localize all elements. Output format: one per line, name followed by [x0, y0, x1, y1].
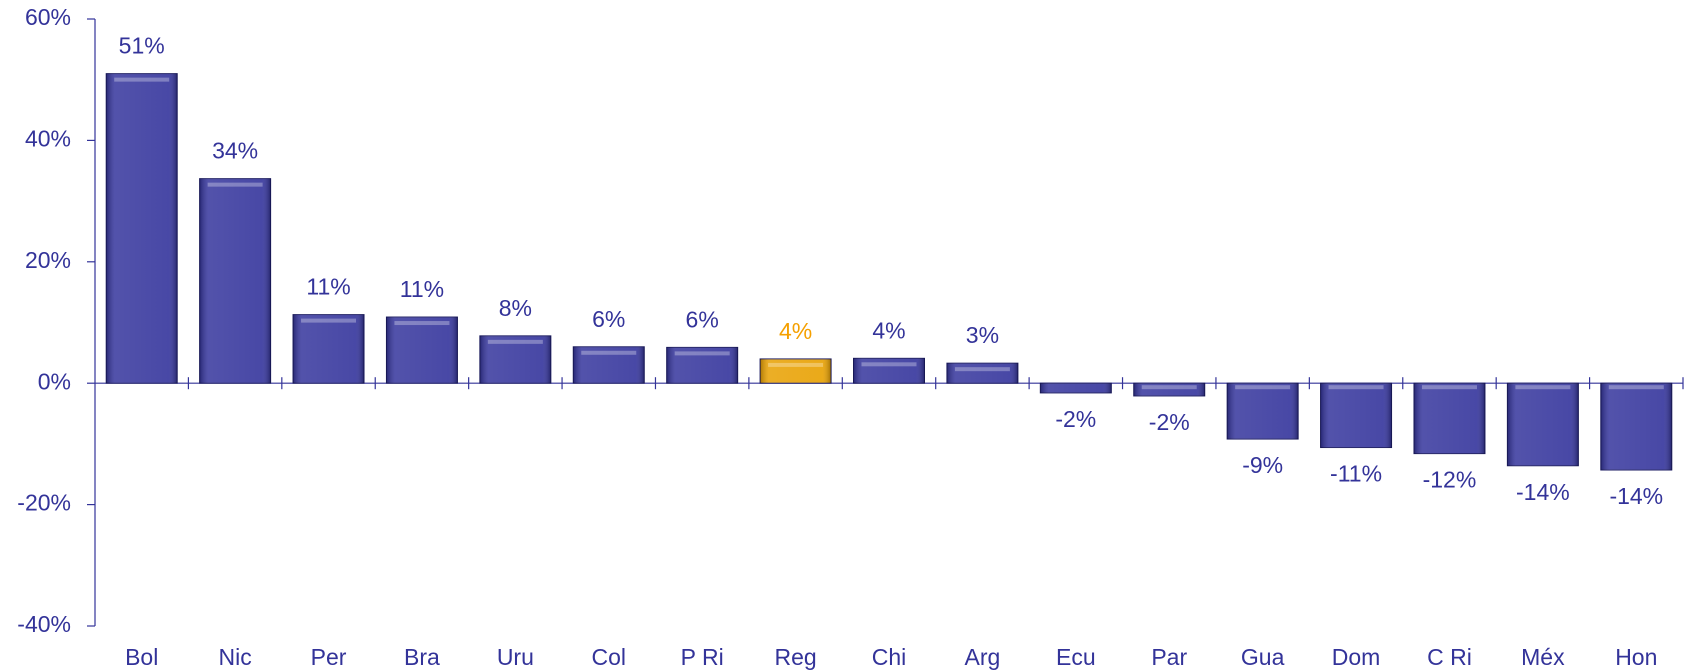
- bar-bevel: [1328, 385, 1384, 390]
- x-tick-label: Arg: [965, 644, 1001, 670]
- data-label: -9%: [1242, 452, 1283, 478]
- x-tick-label: Ecu: [1056, 644, 1096, 670]
- bar-bevel: [768, 362, 824, 367]
- bar-bevel: [487, 339, 543, 344]
- data-label: 34%: [212, 138, 258, 164]
- bar-bevel: [1608, 385, 1664, 390]
- bar: [759, 358, 832, 384]
- data-label: 11%: [306, 274, 350, 300]
- data-label: -14%: [1609, 483, 1663, 509]
- data-label: 4%: [779, 318, 812, 344]
- y-tick-label: 40%: [25, 125, 71, 151]
- y-tick-label: 60%: [25, 4, 71, 30]
- bar: [105, 73, 178, 384]
- bar: [1506, 382, 1579, 467]
- y-tick-label: -40%: [17, 611, 71, 637]
- bar-bevel: [114, 77, 170, 82]
- bar: [853, 357, 925, 384]
- bar: [946, 362, 1019, 384]
- data-label: -2%: [1055, 406, 1096, 432]
- bar: [1039, 382, 1112, 394]
- x-tick-label: Nic: [219, 644, 252, 670]
- data-label: 8%: [499, 295, 532, 321]
- bar-bevel: [1235, 385, 1291, 390]
- bar-bevel: [1421, 385, 1477, 390]
- data-label: 11%: [400, 276, 444, 302]
- x-tick-label: Col: [592, 644, 627, 670]
- x-tick-label: Uru: [497, 644, 534, 670]
- bar-bevel: [674, 351, 730, 356]
- x-tick-label: P Ri: [681, 644, 724, 670]
- data-label: -2%: [1149, 409, 1190, 435]
- data-label: 51%: [119, 33, 165, 59]
- y-tick-label: -20%: [17, 490, 71, 516]
- bar-bevel: [207, 182, 263, 187]
- bar-bevel: [581, 350, 637, 355]
- x-tick-label: Dom: [1332, 644, 1381, 670]
- bar-bevel: [1141, 385, 1197, 390]
- bar: [292, 314, 365, 384]
- y-tick-label: 20%: [25, 247, 71, 273]
- bar: [385, 316, 458, 384]
- data-label: -12%: [1423, 467, 1477, 493]
- data-label: -11%: [1330, 461, 1382, 487]
- x-tick-label: C Ri: [1427, 644, 1472, 670]
- bar: [1320, 382, 1393, 449]
- bar-bevel: [861, 362, 917, 367]
- x-tick-label: Per: [311, 644, 347, 670]
- data-label: 6%: [686, 306, 719, 332]
- x-tick-label: Reg: [774, 644, 816, 670]
- bar-bevel: [1515, 385, 1571, 390]
- x-tick-label: Hon: [1615, 644, 1657, 670]
- x-tick-label: Méx: [1521, 644, 1565, 670]
- bar: [1133, 382, 1206, 397]
- bar: [1226, 382, 1299, 440]
- x-tick-label: Chi: [872, 644, 907, 670]
- bar: [1413, 382, 1486, 455]
- data-label: 3%: [966, 322, 999, 348]
- x-tick-label: Par: [1151, 644, 1187, 670]
- data-label: 6%: [592, 306, 625, 332]
- y-tick-label: 0%: [38, 368, 71, 394]
- x-tick-label: Bra: [404, 644, 440, 670]
- x-tick-label: Gua: [1241, 644, 1285, 670]
- bar: [199, 178, 272, 384]
- bar-bevel: [394, 321, 450, 326]
- bar-bevel: [301, 318, 357, 323]
- bar: [1600, 382, 1673, 471]
- data-label: 4%: [872, 317, 905, 343]
- bar-bevel: [954, 367, 1010, 372]
- x-tick-label: Bol: [125, 644, 158, 670]
- data-label: -14%: [1516, 479, 1570, 505]
